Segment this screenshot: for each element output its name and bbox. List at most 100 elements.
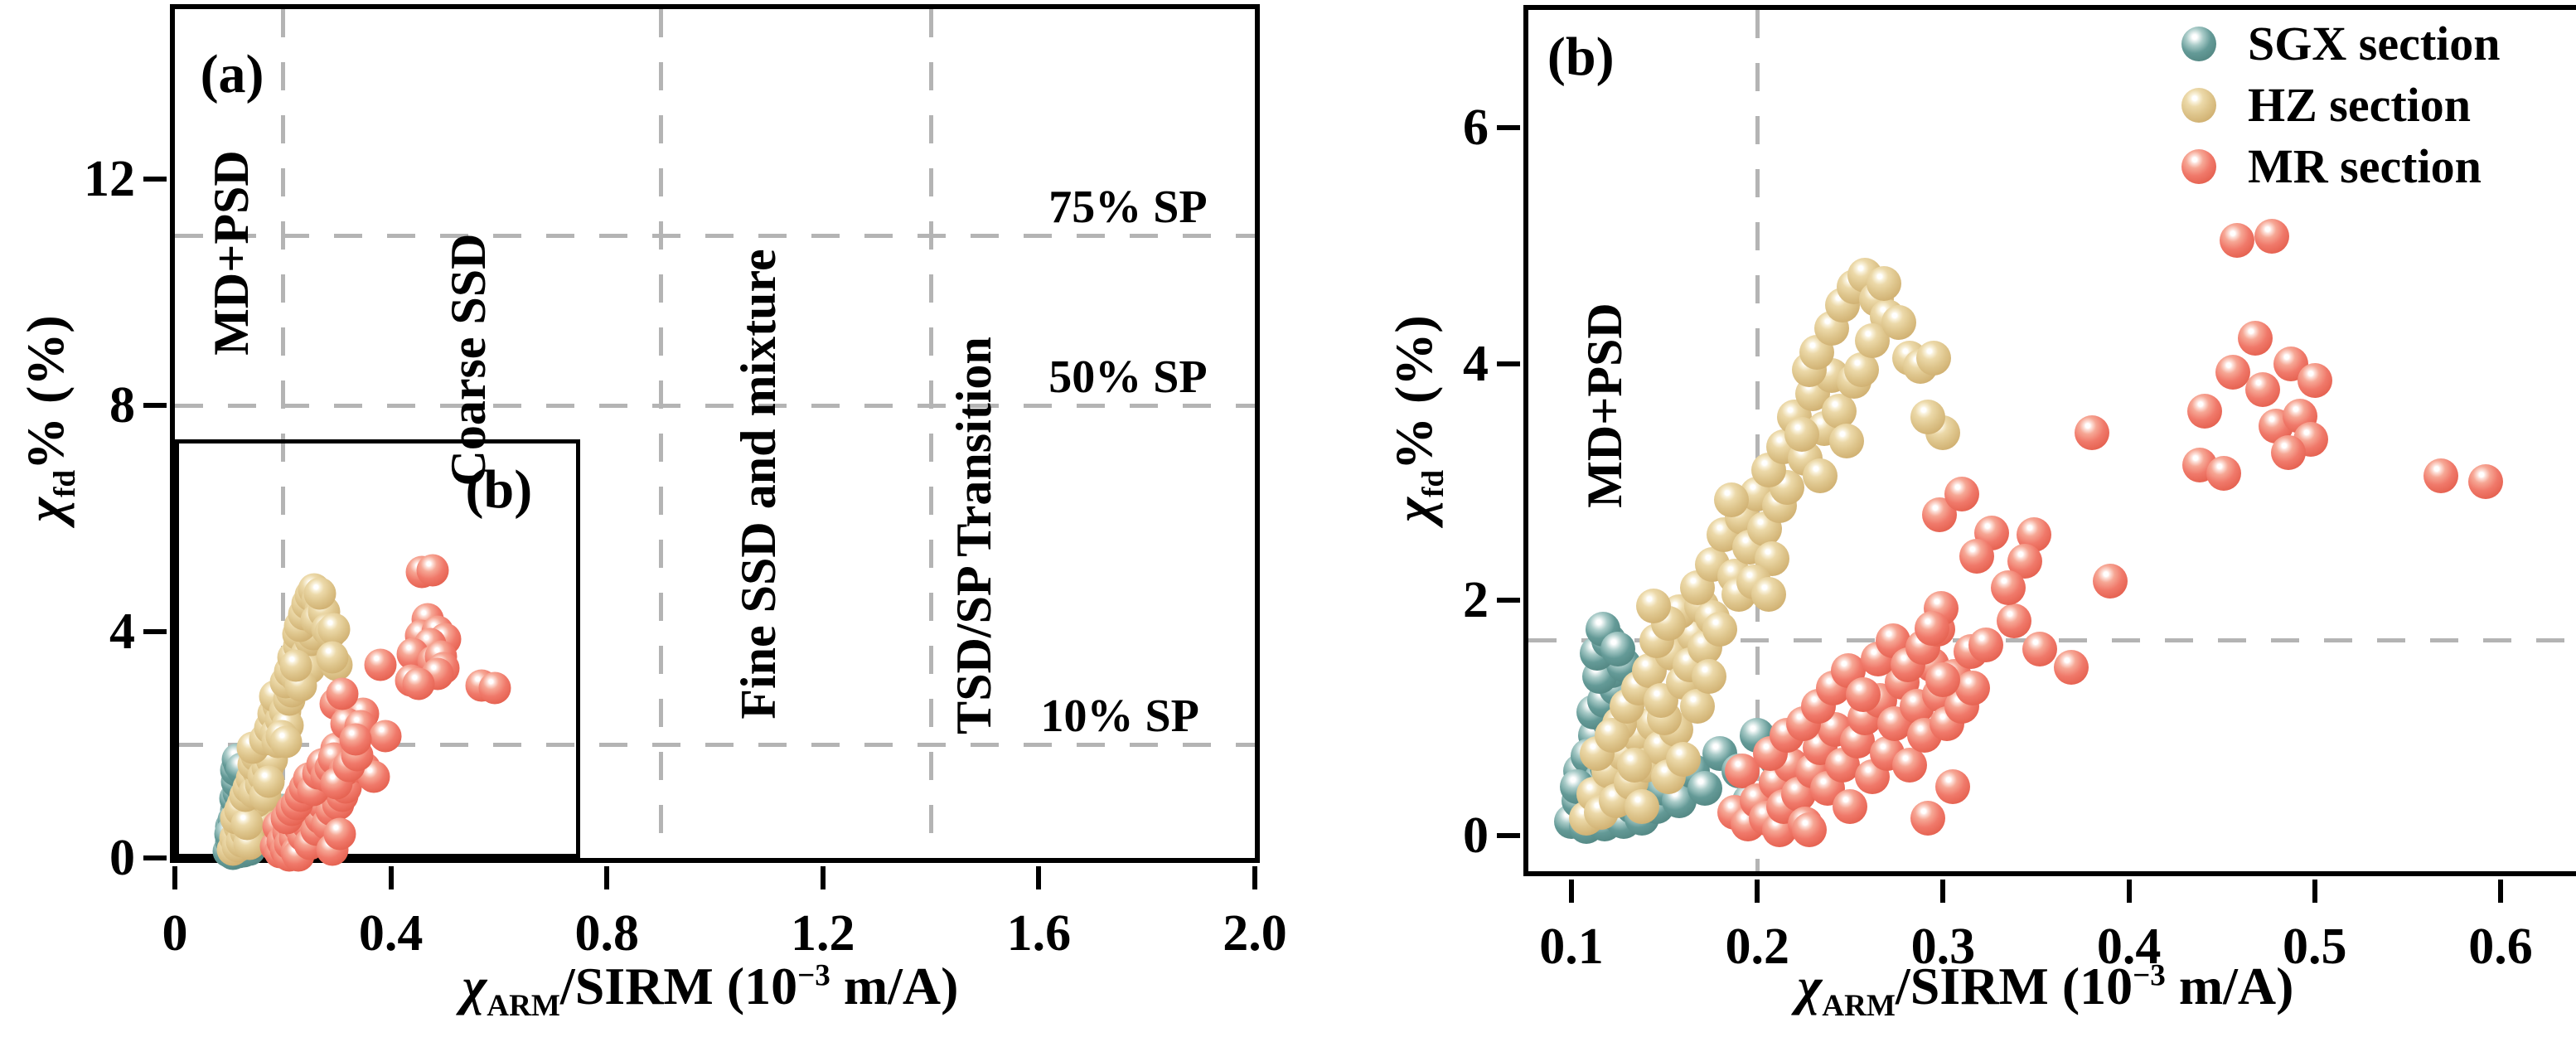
inset-label-b: (b) bbox=[465, 459, 533, 521]
horizontal-dashed-gridline bbox=[175, 234, 1255, 239]
y-axis-tick bbox=[143, 176, 167, 182]
x-label-subscript: ARM bbox=[487, 988, 560, 1023]
x-axis-tick bbox=[1252, 866, 1257, 889]
vertical-dashed-gridline bbox=[1755, 10, 1760, 871]
data-point-mr bbox=[326, 677, 359, 710]
zone-label-md-psd: MD+PSD bbox=[1577, 303, 1633, 508]
data-point-mr bbox=[1845, 676, 1881, 712]
vertical-dashed-gridline bbox=[659, 9, 664, 858]
x-axis-tick bbox=[820, 866, 826, 889]
x-axis-tick-label: 0.3 bbox=[1910, 918, 1976, 975]
sp-label-50: 50% SP bbox=[1048, 351, 1208, 403]
legend-item-mr: MR section bbox=[2181, 136, 2501, 197]
data-point-mr bbox=[1996, 603, 2031, 639]
data-point-hz bbox=[316, 641, 349, 674]
data-point-mr bbox=[1990, 570, 2026, 606]
y-axis-tick bbox=[1497, 125, 1520, 131]
sp-label-10: 10% SP bbox=[1040, 691, 1199, 743]
y-axis-tick-label: 0 bbox=[109, 830, 135, 886]
data-point-mr bbox=[323, 817, 356, 851]
x-axis-tick-label: 1.2 bbox=[791, 905, 855, 962]
x-axis-tick bbox=[2312, 880, 2317, 903]
data-point-hz bbox=[252, 765, 285, 798]
legend-item-sgx: SGX section bbox=[2181, 13, 2501, 75]
panel-letter-a: (a) bbox=[200, 43, 264, 104]
y-axis-tick bbox=[143, 855, 167, 860]
chi-symbol: χ bbox=[16, 497, 75, 522]
x-axis-tick-label: 0.8 bbox=[574, 905, 639, 962]
data-point-mr bbox=[2215, 354, 2251, 390]
data-point-mr bbox=[1833, 788, 1868, 824]
x-axis-tick bbox=[2126, 880, 2132, 903]
data-point-hz bbox=[1595, 718, 1630, 754]
legend-swatch-sgx-icon bbox=[2181, 27, 2216, 61]
data-point-mr bbox=[416, 554, 449, 587]
data-point-hz bbox=[230, 807, 264, 841]
y-axis-tick bbox=[1497, 361, 1520, 366]
y-axis-tick bbox=[143, 628, 167, 634]
x-label-superscript: −3 bbox=[797, 958, 830, 993]
zone-label-tsd-sp-transition: TSD/SP Transition bbox=[947, 337, 1002, 734]
legend-swatch-mr-icon bbox=[2181, 149, 2216, 184]
data-point-mr bbox=[2187, 393, 2223, 429]
data-point-mr bbox=[339, 723, 372, 756]
x-axis-tick-label: 1.6 bbox=[1006, 905, 1072, 962]
x-axis-tick bbox=[2497, 880, 2503, 903]
x-axis-tick bbox=[172, 866, 177, 889]
vertical-dashed-gridline bbox=[929, 9, 934, 858]
data-point-hz bbox=[1635, 588, 1671, 623]
zone-label-coarse-ssd: Coarse SSD bbox=[440, 233, 496, 487]
y-axis-tick-label: 4 bbox=[1463, 335, 1489, 392]
data-point-hz bbox=[1702, 612, 1738, 647]
y-label-subscript: fd bbox=[47, 469, 82, 497]
inset-region-box bbox=[175, 439, 580, 858]
data-point-hz bbox=[1866, 266, 1901, 302]
data-point-mr bbox=[369, 720, 402, 753]
data-point-hz bbox=[1910, 400, 1946, 435]
data-point-hz bbox=[279, 649, 312, 682]
data-point-sgx bbox=[1600, 632, 1636, 667]
x-label-units: m/A) bbox=[830, 957, 959, 1015]
data-point-mr bbox=[1959, 538, 1994, 574]
sp-label-75: 75% SP bbox=[1048, 181, 1208, 233]
vertical-dashed-gridline bbox=[281, 9, 286, 858]
horizontal-dashed-gridline bbox=[175, 403, 1255, 408]
data-point-hz bbox=[1625, 788, 1660, 824]
legend-label-sgx: SGX section bbox=[2248, 17, 2501, 70]
legend-swatch-hz-icon bbox=[2181, 88, 2216, 123]
x-axis-tick-label: 0 bbox=[162, 905, 188, 962]
data-point-mr bbox=[1968, 627, 2003, 662]
x-axis-tick bbox=[388, 866, 394, 889]
zone-label-md-psd: MD+PSD bbox=[203, 149, 259, 356]
data-point-hz bbox=[1784, 417, 1819, 453]
data-point-mr bbox=[402, 667, 435, 700]
y-axis-tick bbox=[1497, 597, 1520, 603]
x-label-superscript: −3 bbox=[2133, 958, 2166, 993]
data-point-mr bbox=[2022, 632, 2057, 667]
chi-symbol: χ bbox=[462, 957, 487, 1015]
y-axis-tick-label: 0 bbox=[1463, 807, 1489, 865]
y-axis-tick-label: 6 bbox=[1463, 99, 1489, 157]
data-point-mr bbox=[364, 648, 397, 681]
data-point-mr bbox=[1791, 812, 1827, 848]
data-point-mr bbox=[1955, 671, 1991, 706]
data-point-sgx bbox=[1687, 771, 1723, 807]
y-label-subscript: fd bbox=[1416, 469, 1450, 497]
data-point-mr bbox=[2054, 649, 2089, 685]
data-point-mr bbox=[1910, 800, 1946, 836]
x-label-text: /SIRM (10 bbox=[559, 957, 798, 1015]
x-label-text: /SIRM (10 bbox=[1895, 957, 2133, 1015]
data-point-hz bbox=[269, 725, 303, 758]
y-axis-tick bbox=[1497, 833, 1520, 839]
data-point-mr bbox=[478, 671, 511, 705]
data-point-hz bbox=[1821, 393, 1857, 429]
data-point-mr bbox=[2297, 362, 2332, 398]
panel-b-y-axis-label: χfd% (%) bbox=[1384, 315, 1450, 521]
legend-label-hz: HZ section bbox=[2248, 78, 2472, 132]
x-axis-tick-label: 2.0 bbox=[1223, 905, 1287, 962]
horizontal-dashed-gridline bbox=[175, 743, 1255, 748]
x-axis-tick bbox=[1755, 880, 1760, 903]
data-point-hz bbox=[1916, 340, 1952, 376]
panel-a-y-axis-label: χfd% (%) bbox=[16, 315, 82, 522]
